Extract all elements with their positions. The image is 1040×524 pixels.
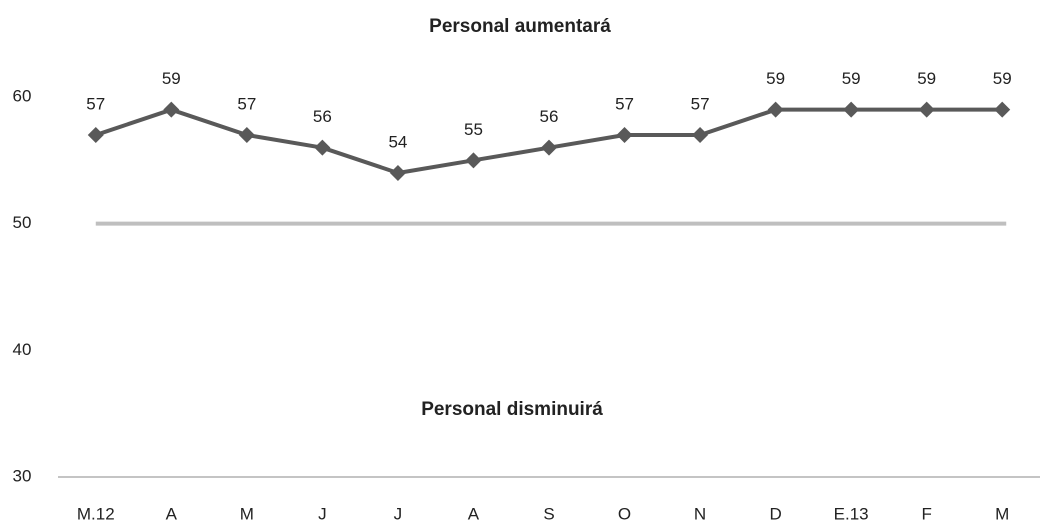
annotation-top: Personal aumentará	[429, 16, 611, 37]
marker	[692, 127, 709, 143]
x-tick-label: J	[318, 504, 327, 523]
x-tick-label: M.12	[77, 504, 115, 523]
y-tick-label: 50	[13, 213, 32, 232]
data-label: 57	[691, 94, 710, 113]
x-tick-label: A	[166, 504, 178, 523]
x-tick-label: D	[769, 504, 781, 523]
marker	[843, 101, 860, 118]
x-tick-label: M	[995, 504, 1009, 523]
y-tick-label: 30	[13, 466, 32, 485]
data-label: 54	[388, 132, 407, 151]
x-tick-label: A	[468, 504, 480, 523]
data-label: 59	[917, 69, 936, 88]
marker	[767, 101, 784, 118]
marker	[541, 139, 557, 156]
marker	[918, 101, 935, 118]
x-tick-label: F	[921, 504, 931, 523]
marker	[314, 139, 331, 156]
data-label: 57	[615, 94, 634, 113]
data-label: 59	[766, 69, 785, 88]
data-label: 59	[993, 69, 1012, 88]
data-label: 59	[162, 69, 181, 88]
data-label: 56	[313, 107, 332, 126]
data-label: 57	[237, 94, 256, 113]
marker	[465, 152, 482, 169]
marker	[163, 101, 180, 118]
x-tick-label: N	[694, 504, 706, 523]
marker	[994, 101, 1011, 118]
y-tick-label: 60	[13, 86, 32, 105]
data-label: 57	[86, 94, 105, 113]
y-tick-label: 40	[13, 340, 32, 359]
x-tick-label: E.13	[834, 504, 869, 523]
x-tick-label: M	[240, 504, 254, 523]
marker	[87, 127, 104, 143]
marker	[616, 127, 633, 143]
data-label: 56	[540, 107, 559, 126]
annotation-bottom: Personal disminuirá	[421, 399, 603, 420]
x-tick-label: O	[618, 504, 631, 523]
x-tick-label: J	[394, 504, 403, 523]
data-label: 59	[842, 69, 861, 88]
marker	[238, 127, 255, 143]
data-label: 55	[464, 120, 483, 139]
marker	[389, 165, 406, 181]
x-tick-label: S	[543, 504, 554, 523]
